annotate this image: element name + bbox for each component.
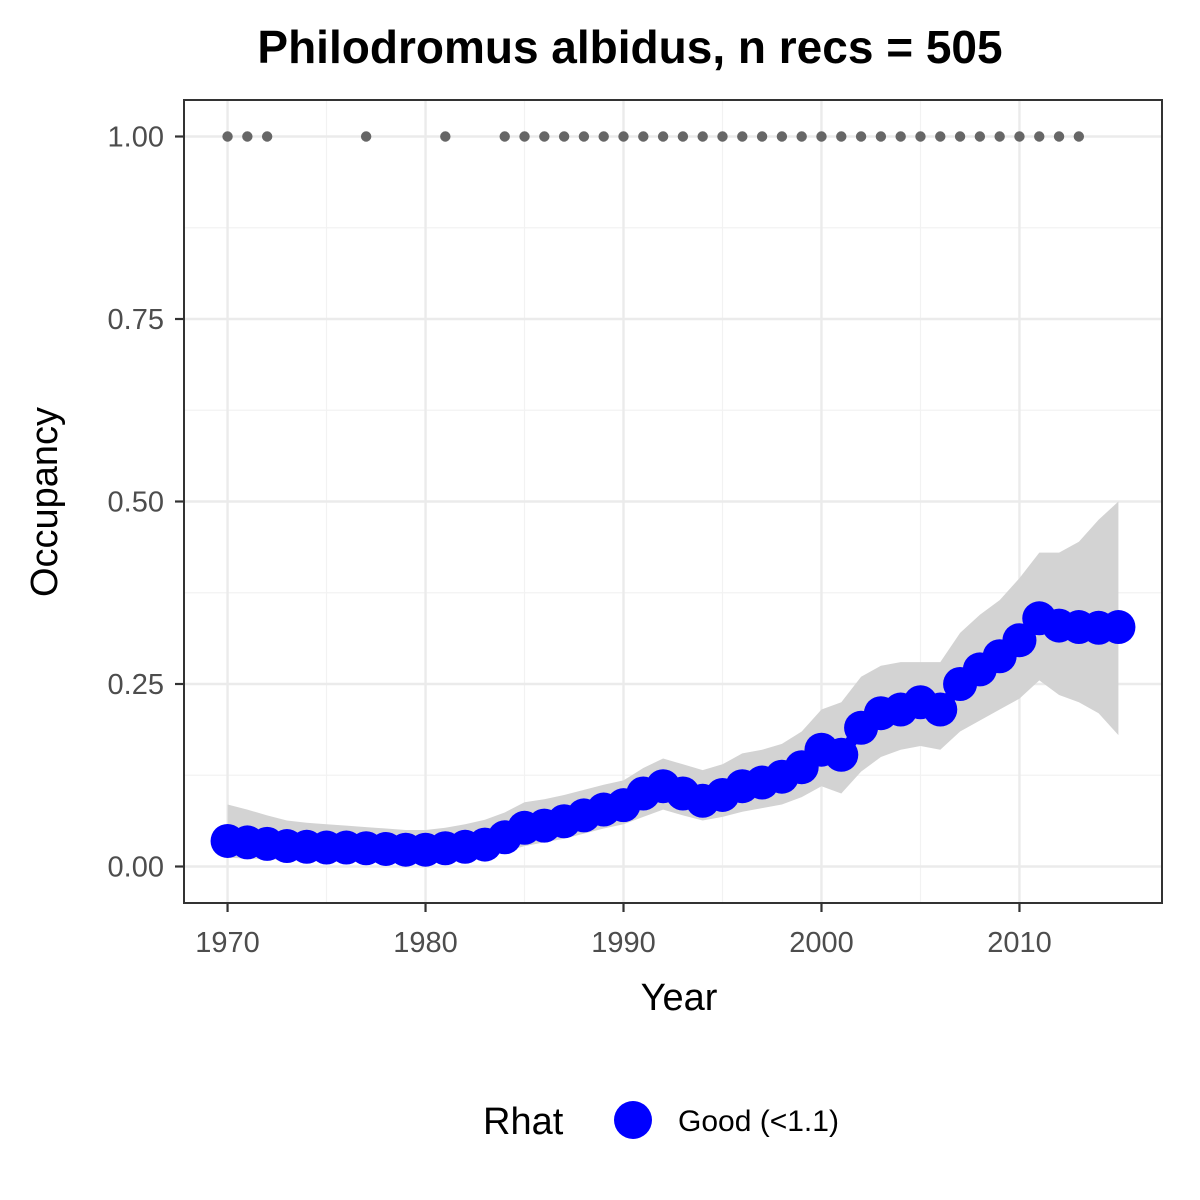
record-point — [1014, 131, 1025, 142]
record-point — [261, 131, 273, 142]
record-point — [598, 131, 609, 142]
record-point — [360, 131, 372, 142]
record-point — [855, 131, 867, 142]
x-tick-label: 1980 — [393, 927, 458, 959]
record-point — [895, 131, 906, 142]
record-point — [994, 131, 1005, 142]
legend-title: Rhat — [483, 1101, 564, 1143]
record-point — [836, 131, 847, 142]
x-tick-label: 1970 — [195, 927, 260, 959]
record-point — [954, 131, 966, 142]
record-point — [222, 131, 233, 142]
record-point — [657, 131, 669, 142]
record-point — [796, 131, 807, 142]
x-tick-label: 2010 — [987, 927, 1052, 959]
record-point — [677, 131, 689, 142]
record-point — [697, 131, 708, 142]
record-point — [618, 131, 629, 142]
y-axis-title: Occupancy — [24, 407, 66, 597]
occupancy-point — [1002, 623, 1037, 658]
record-point — [519, 131, 530, 142]
record-point — [499, 131, 510, 142]
record-point — [935, 131, 946, 142]
record-point — [578, 131, 590, 142]
occupancy-point — [824, 737, 859, 772]
y-tick-label: 0.75 — [108, 304, 164, 336]
record-point — [737, 131, 748, 142]
grid-major — [184, 100, 1162, 903]
occupancy-point — [923, 692, 958, 727]
y-axis-ticks: 0.00 0.25 0.50 0.75 1.00 — [108, 122, 184, 884]
record-point — [242, 131, 253, 142]
record-point — [915, 131, 926, 142]
record-point — [974, 131, 986, 142]
legend: Rhat Good (<1.1) — [483, 1101, 839, 1143]
x-axis-title: Year — [641, 977, 718, 1019]
legend-key-good — [614, 1101, 652, 1139]
chart-title: Philodromus albidus, n recs = 505 — [257, 21, 1002, 73]
record-point — [440, 131, 451, 142]
x-tick-label: 1990 — [591, 927, 656, 959]
record-point — [776, 131, 788, 142]
record-points-layer — [222, 131, 1085, 142]
record-point — [1073, 131, 1085, 142]
record-point — [638, 131, 649, 142]
record-point — [1034, 131, 1045, 142]
x-tick-label: 2000 — [789, 927, 854, 959]
y-tick-label: 0.00 — [108, 852, 164, 884]
record-point — [539, 131, 550, 142]
record-point — [875, 131, 887, 142]
record-point — [1053, 131, 1065, 142]
record-point — [717, 131, 728, 142]
y-tick-label: 0.50 — [108, 487, 164, 519]
occupancy-point — [1101, 610, 1136, 645]
legend-label-good: Good (<1.1) — [678, 1105, 839, 1138]
record-point — [816, 131, 827, 142]
y-tick-label: 0.25 — [108, 669, 164, 701]
record-point — [756, 131, 768, 142]
y-tick-label: 1.00 — [108, 122, 164, 154]
x-axis-ticks: 1970 1980 1990 2000 2010 — [195, 903, 1052, 959]
occupancy-points-layer — [210, 601, 1136, 867]
record-point — [558, 131, 570, 142]
